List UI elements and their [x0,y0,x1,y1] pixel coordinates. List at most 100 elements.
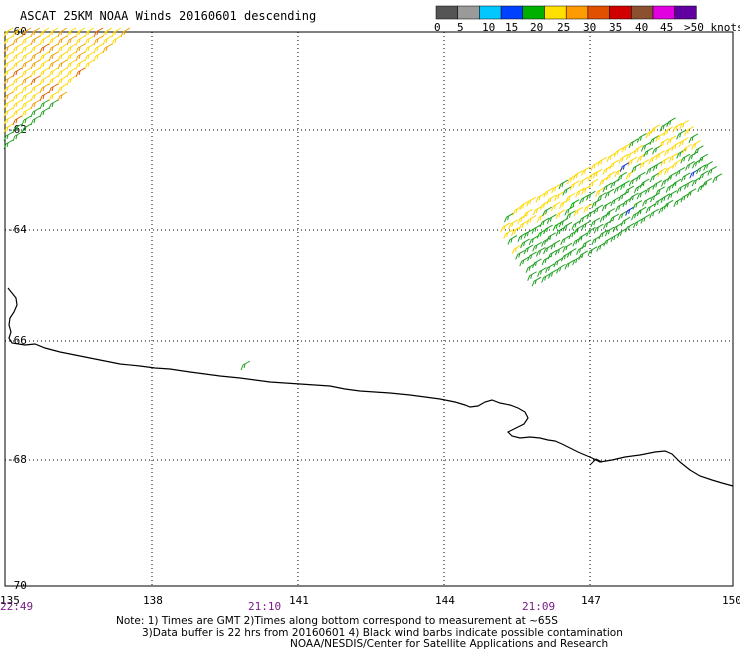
wind-barb [554,245,565,256]
legend-swatch [435,5,458,20]
wind-barb [649,172,660,183]
wind-barb [12,59,23,70]
wind-barb [565,210,576,220]
wind-barb [57,43,68,54]
wind-barb [566,248,577,258]
wind-barb [30,115,41,126]
wind-barb [550,239,561,250]
wind-barb [664,146,674,157]
wind-barb [556,263,566,274]
wind-barb [655,150,665,161]
antarctic-coastline [7,287,734,487]
wind-barb [587,246,598,256]
wind-barb [575,187,585,198]
wind-barb [693,145,704,156]
wind-barb [572,255,582,266]
lon-label: 141 [289,594,309,607]
wind-barb [661,176,671,187]
wind-barb [30,67,41,78]
wind-barb [613,147,624,157]
wind-barb [21,43,32,54]
legend-label: 15 [505,21,518,34]
wind-barb [618,154,629,164]
wind-barb [66,27,77,38]
wind-barb [75,43,86,54]
wind-barb [585,190,596,201]
wind-barb [606,171,616,181]
wind-barb [554,191,564,202]
wind-barb [543,224,553,235]
legend-label: 45 [660,21,673,34]
pass-time: 21:09 [522,600,555,613]
wind-barb [21,51,32,62]
legend-label: 0 [434,21,441,34]
wind-barb [48,27,59,38]
wind-barb [93,35,104,46]
wind-barb [551,183,561,194]
wind-barb [48,83,59,94]
wind-barb [636,133,647,143]
wind-barb [547,249,558,260]
wind-barb [507,235,518,245]
legend-label: 35 [609,21,622,34]
wind-barb [640,214,651,224]
wind-barb [21,75,32,86]
wind-barb [3,107,14,118]
wind-barb [562,221,573,232]
wind-barb [578,250,588,261]
wind-barb [30,27,41,38]
wind-barb [568,229,579,240]
wind-barb [668,152,679,163]
legend-swatch [587,5,610,20]
wind-barb [663,126,673,137]
wind-barb [618,210,628,221]
wind-barb [655,132,665,143]
wind-barb [48,59,59,70]
wind-barb [652,179,663,190]
wind-barb [30,107,41,118]
wind-barb [57,91,68,102]
wind-barb [599,212,610,223]
wind-barb [663,199,674,210]
wind-barb [610,196,621,207]
wind-barb [612,222,623,233]
wind-barb [628,138,639,149]
wind-barb [579,194,589,205]
wind-barb [564,259,575,270]
wind-barb [526,215,537,225]
wind-barb [593,204,604,215]
wind-barb [573,225,584,235]
wind-barb [75,27,86,38]
legend-label: >50 knots [684,21,740,34]
wind-barb [597,156,608,167]
wind-barb [645,128,656,139]
wind-barb [57,51,68,62]
wind-barb [515,250,525,260]
wind-barb [658,204,669,214]
wind-barb [57,27,68,38]
wind-barb [573,206,584,217]
wind-barb [581,239,592,250]
wind-barb [546,214,557,224]
wind-barb [102,27,113,38]
wind-barb [240,360,251,371]
coastline-detail [589,458,603,466]
wind-barb [606,152,617,163]
wind-barb [562,185,573,196]
wind-barb [21,59,32,70]
wind-barb [111,35,122,46]
wind-barb [643,147,654,158]
wind-barb [559,199,569,209]
wind-barb [21,91,32,102]
wind-barb [598,229,609,240]
wind-barb [535,192,546,203]
wind-barb [625,150,636,161]
wind-barb [539,217,550,228]
wind-barb [66,67,77,78]
wind-barb [93,43,104,54]
wind-barb [21,123,32,134]
footnote-line-2: 3)Data buffer is 22 hrs from 20160601 4)… [142,627,623,639]
wind-barb [596,192,607,202]
wind-barb [66,51,77,62]
